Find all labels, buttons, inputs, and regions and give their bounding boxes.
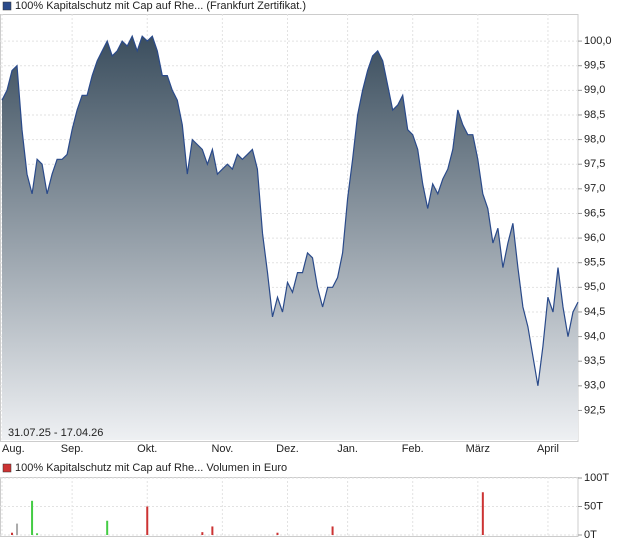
- x-tick-label: März: [466, 443, 490, 455]
- x-tick-label: Okt.: [137, 443, 157, 455]
- legend-label: 100% Kapitalschutz mit Cap auf Rhe... (F…: [15, 0, 306, 12]
- y-tick-label: 97,5: [584, 158, 605, 170]
- y-tick-label: 95,5: [584, 257, 605, 269]
- x-tick-label: Dez.: [276, 443, 299, 455]
- y-tick-label: 92,5: [584, 404, 605, 416]
- volume-bar: [481, 492, 484, 535]
- y-tick-label: 93,5: [584, 355, 605, 367]
- y-tick-label: 93,0: [584, 380, 605, 392]
- price-line: [1, 34, 579, 386]
- y-tick-label: 94,5: [584, 306, 605, 318]
- volume-bar: [276, 532, 279, 535]
- x-tick-label: Sep.: [61, 443, 84, 455]
- y-tick-label: 100,0: [584, 35, 612, 47]
- x-tick-label: Nov.: [211, 443, 233, 455]
- y-tick-label: 50T: [584, 500, 603, 512]
- legend-label: 100% Kapitalschutz mit Cap auf Rhe... Vo…: [15, 462, 287, 474]
- legend-swatch: [2, 1, 12, 11]
- volume-bar: [36, 533, 39, 535]
- volume-bar: [331, 526, 334, 535]
- volume-bar: [31, 500, 34, 535]
- volume-bar: [11, 532, 14, 535]
- y-tick-label: 96,0: [584, 232, 605, 244]
- y-tick-label: 98,0: [584, 133, 605, 145]
- x-tick-label: Feb.: [402, 443, 424, 455]
- x-tick-label: Aug.: [2, 443, 25, 455]
- y-tick-label: 98,5: [584, 109, 605, 121]
- y-tick-label: 0T: [584, 529, 597, 541]
- volume-bar: [211, 526, 214, 535]
- y-tick-label: 99,5: [584, 60, 605, 72]
- y-tick-label: 94,0: [584, 330, 605, 342]
- volume-bar: [106, 520, 109, 535]
- y-tick-label: 100T: [584, 472, 609, 484]
- y-tick-label: 95,0: [584, 281, 605, 293]
- volume-bar: [16, 523, 19, 535]
- x-tick-label: April: [537, 443, 559, 455]
- y-tick-label: 96,5: [584, 207, 605, 219]
- volume-bar: [146, 506, 149, 535]
- y-tick-label: 97,0: [584, 183, 605, 195]
- volume-bar: [201, 532, 204, 535]
- legend-swatch: [2, 463, 12, 473]
- x-tick-label: Jan.: [337, 443, 358, 455]
- y-tick-label: 99,0: [584, 84, 605, 96]
- date-range: 31.07.25 - 17.04.26: [8, 427, 103, 439]
- price-area: [2, 36, 578, 440]
